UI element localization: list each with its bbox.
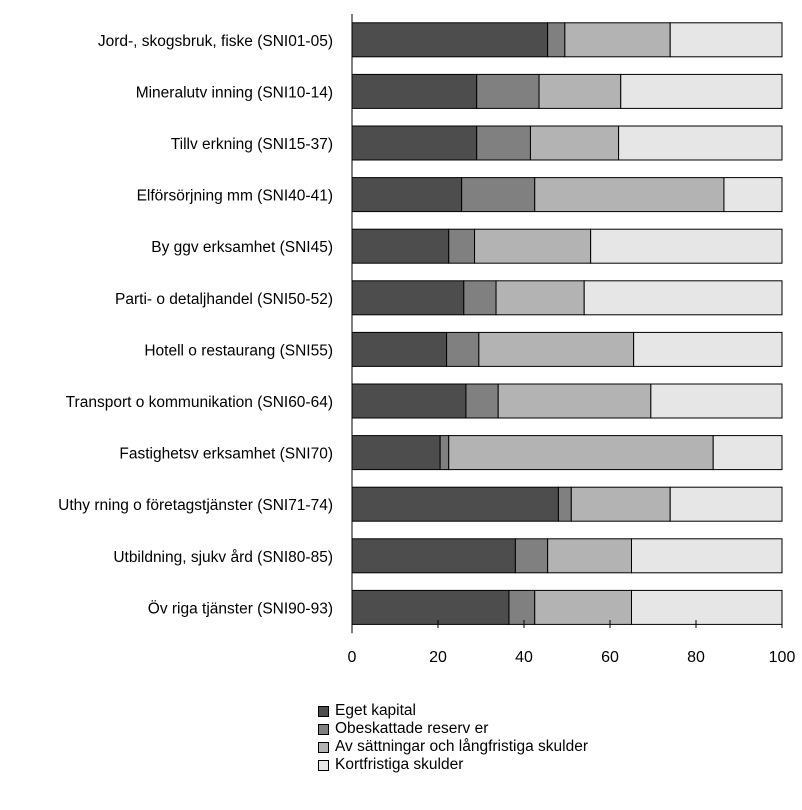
- bar-segment-1-row-8: [351, 383, 467, 419]
- bar-segment-3-row-11: [547, 538, 633, 574]
- category-label: Parti- o detaljhandel (SNI50-52): [115, 291, 333, 308]
- category-label: Elförsörjning mm (SNI40-41): [137, 188, 333, 205]
- bar-segment-1-row-1: [351, 22, 549, 58]
- bar-segment-1-row-10: [351, 486, 559, 522]
- category-label: Hotell o restaurang (SNI55): [144, 342, 333, 359]
- category-label: Uthy rning o företagstjänster (SNI71-74): [58, 497, 333, 514]
- bar-segment-3-row-10: [570, 486, 671, 522]
- bar-segment-4-row-3: [618, 125, 783, 161]
- bar-segment-1-row-5: [351, 228, 450, 264]
- bar-segment-3-row-2: [538, 73, 622, 109]
- legend-label: Av sättningar och långfristiga skulder: [335, 738, 589, 755]
- bar-segment-2-row-12: [508, 589, 536, 625]
- legend-label: Obeskattade reserv er: [335, 720, 489, 737]
- bar-segment-2-row-10: [557, 486, 572, 522]
- bar-segment-1-row-2: [351, 73, 478, 109]
- bar-segment-2-row-7: [446, 331, 480, 367]
- category-label: Transport o kommunikation (SNI60-64): [66, 394, 333, 411]
- x-tick-label: 60: [601, 649, 619, 666]
- bar-segment-4-row-8: [650, 383, 783, 419]
- bar-segment-4-row-4: [723, 177, 783, 213]
- bar-segment-3-row-9: [448, 435, 714, 471]
- bar-segment-2-row-5: [448, 228, 476, 264]
- category-label: Jord-, skogsbruk, fiske (SNI01-05): [98, 33, 333, 50]
- bar-segment-2-row-2: [476, 73, 540, 109]
- bar-segment-2-row-3: [476, 125, 531, 161]
- x-tick-label: 20: [429, 649, 447, 666]
- bar-segment-3-row-8: [497, 383, 652, 419]
- bar-segment-1-row-4: [351, 177, 463, 213]
- bars-group: [351, 22, 783, 625]
- bar-segment-4-row-6: [583, 280, 783, 316]
- x-tick-label: 40: [515, 649, 533, 666]
- bar-segment-4-row-5: [590, 228, 783, 264]
- bar-segment-1-row-12: [351, 589, 510, 625]
- bar-segment-4-row-7: [633, 331, 783, 367]
- category-label: Mineralutv inning (SNI10-14): [136, 84, 333, 101]
- bar-segment-2-row-6: [463, 280, 497, 316]
- bar-segment-1-row-3: [351, 125, 478, 161]
- bar-segment-1-row-9: [351, 435, 441, 471]
- bar-segment-1-row-7: [351, 331, 448, 367]
- category-label: By ggv erksamhet (SNI45): [151, 239, 333, 256]
- bar-segment-4-row-10: [669, 486, 783, 522]
- legend-swatch: [318, 759, 329, 771]
- legend-item: Av sättningar och långfristiga skulder: [318, 738, 588, 756]
- legend-item: Kortfristiga skulder: [318, 756, 588, 774]
- bar-segment-3-row-4: [534, 177, 725, 213]
- bar-segment-4-row-2: [620, 73, 783, 109]
- category-labels: Jord-, skogsbruk, fiske (SNI01-05) Minera…: [58, 33, 333, 618]
- category-label: Tillv erkning (SNI15-37): [171, 136, 333, 153]
- legend-item: Obeskattade reserv er: [318, 720, 588, 738]
- legend-label: Eget kapital: [335, 702, 416, 719]
- bar-segment-3-row-12: [534, 589, 632, 625]
- stacked-bar-chart: 0 20 40 60 80 100 Jord-, skogsbruk, fiske (SN…: [58, 14, 796, 666]
- bar-segment-2-row-1: [547, 22, 566, 58]
- bar-segment-3-row-3: [529, 125, 620, 161]
- bar-segment-2-row-8: [465, 383, 499, 419]
- bar-segment-2-row-9: [439, 435, 450, 471]
- x-tick-label: 0: [348, 649, 357, 666]
- category-label: Utbildning, sjukv ård (SNI80-85): [113, 549, 333, 566]
- bar-segment-4-row-1: [669, 22, 783, 58]
- bar-segment-3-row-5: [474, 228, 592, 264]
- legend-swatch: [318, 741, 329, 753]
- legend-swatch: [318, 705, 329, 717]
- bar-segment-3-row-6: [495, 280, 585, 316]
- legend-label: Kortfristiga skulder: [335, 756, 464, 773]
- bar-segment-1-row-6: [351, 280, 465, 316]
- legend-swatch: [318, 723, 329, 735]
- bar-segment-4-row-9: [712, 435, 783, 471]
- x-tick-label: 100: [769, 649, 796, 666]
- category-label: Öv riga tjänster (SNI90-93): [148, 599, 333, 617]
- bar-segment-3-row-7: [478, 331, 635, 367]
- legend: Eget kapital Obeskattade reserv er Av sätt…: [318, 702, 588, 774]
- x-tick-label: 80: [687, 649, 705, 666]
- bar-segment-1-row-11: [351, 538, 516, 574]
- bar-segment-2-row-11: [514, 538, 549, 574]
- bar-segment-2-row-4: [461, 177, 536, 213]
- category-label: Fastighetsv erksamhet (SNI70): [119, 446, 333, 463]
- legend-item: Eget kapital: [318, 702, 588, 720]
- x-axis: 0 20 40 60 80 100: [348, 14, 796, 666]
- bar-segment-4-row-11: [631, 538, 783, 574]
- bar-segment-4-row-12: [631, 589, 783, 625]
- bar-segment-3-row-1: [564, 22, 671, 58]
